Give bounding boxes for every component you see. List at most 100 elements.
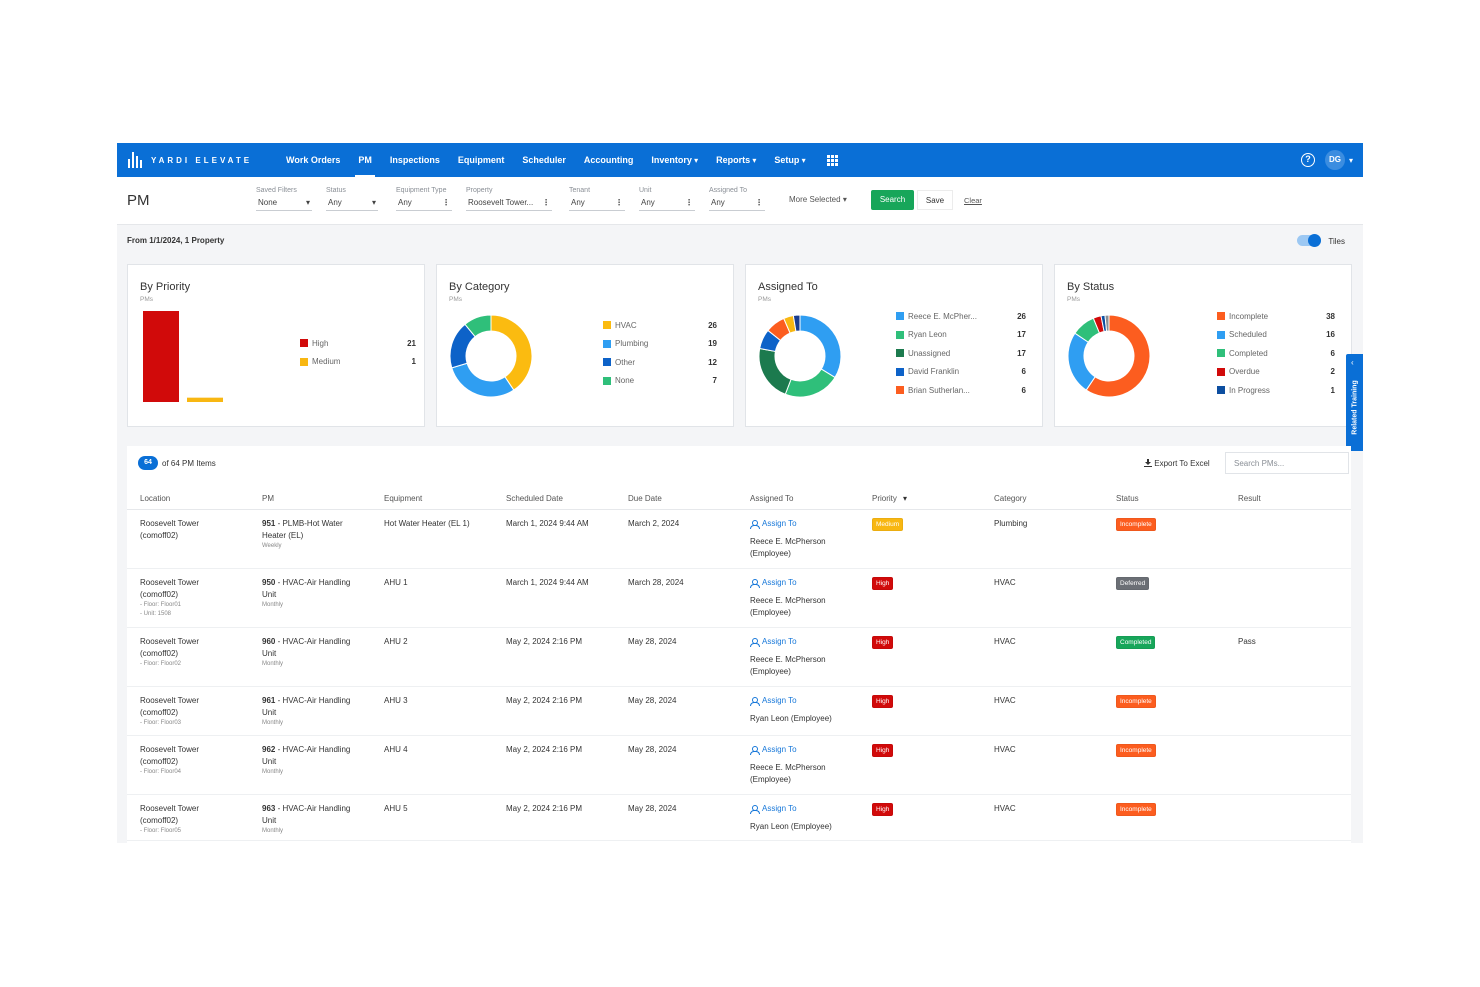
column-header-equipment[interactable]: Equipment (384, 494, 423, 503)
legend-item[interactable]: David Franklin 6 (896, 363, 1026, 382)
assign-to-link[interactable]: Assign To (750, 803, 832, 815)
brand-logo[interactable]: YARDI ELEVATE (127, 152, 277, 168)
table-row[interactable]: Roosevelt Tower (comoff02) - Floor: Floor0… (127, 736, 1351, 795)
nav-item-reports[interactable]: Reports (707, 143, 765, 177)
legend-item[interactable]: None 7 (603, 372, 717, 391)
filter-value[interactable]: Any ⋮ (569, 198, 625, 211)
bar-high[interactable] (143, 311, 179, 402)
search-pms-input[interactable]: Search PMs... (1225, 452, 1349, 474)
legend-item[interactable]: Ryan Leon 17 (896, 326, 1026, 345)
table-row[interactable]: Roosevelt Tower (comoff02) - Floor: Floor0… (127, 795, 1351, 841)
column-header-due-date[interactable]: Due Date (628, 494, 662, 503)
column-header-scheduled-date[interactable]: Scheduled Date (506, 494, 563, 503)
legend-swatch (1217, 349, 1225, 358)
nav-item-accounting[interactable]: Accounting (583, 155, 634, 165)
legend-item[interactable]: Overdue 2 (1217, 363, 1335, 382)
nav-item-pm[interactable]: PM (349, 143, 381, 177)
tile-assigned-to[interactable]: Assigned To PMs Reece E. McPher... 26 Ryan L… (745, 264, 1043, 427)
column-header-category[interactable]: Category (994, 494, 1027, 503)
assign-to-link[interactable]: Assign To (750, 636, 826, 648)
filter-status[interactable]: Status Any ▾ (326, 187, 378, 211)
table-row[interactable]: Roosevelt Tower (comoff02) - Floor: Floor0… (127, 687, 1351, 736)
assign-to-link[interactable]: Assign To (750, 518, 826, 530)
nav-item-scheduler[interactable]: Scheduler (522, 155, 566, 165)
donut-segment-unassigned[interactable] (758, 347, 792, 395)
app-grid-icon[interactable] (826, 154, 839, 166)
assignee-name: Reece E. McPherson (750, 537, 826, 546)
pm-cell[interactable]: 961 - HVAC-Air Handling Unit Monthly (262, 695, 377, 728)
table-row[interactable]: Roosevelt Tower (comoff02) - Floor: Floor0… (127, 569, 1351, 628)
donut-segment-other-1[interactable] (792, 314, 801, 332)
column-header-pm[interactable]: PM (262, 494, 274, 503)
tile-by-status[interactable]: By Status PMs Incomplete 38 Scheduled 16 Compl… (1054, 264, 1352, 427)
assign-to-link[interactable]: Assign To (750, 695, 832, 707)
legend-item[interactable]: Scheduled 16 (1217, 326, 1335, 345)
column-header-priority[interactable]: Priority (872, 494, 897, 503)
filter-property[interactable]: Property Roosevelt Tower... ⋮ (466, 187, 552, 211)
related-training-tab[interactable]: ‹ Related Training (1346, 354, 1363, 451)
pm-cell[interactable]: 950 - HVAC-Air Handling Unit Monthly (262, 577, 377, 610)
filter-value[interactable]: Any ⋮ (709, 198, 765, 211)
filter-tenant[interactable]: Tenant Any ⋮ (569, 187, 625, 211)
donut-segment-hvac[interactable] (490, 314, 533, 391)
filter-equipment-type[interactable]: Equipment Type Any ⋮ (396, 187, 452, 211)
filter-value[interactable]: Any ▾ (326, 198, 378, 211)
search-button[interactable]: Search (871, 190, 914, 210)
column-header-location[interactable]: Location (140, 494, 171, 503)
save-button[interactable]: Save (917, 190, 953, 210)
tile-by-priority[interactable]: By Priority PMs High 21 Medium 1 (127, 264, 425, 427)
donut-segment-reece-e-mcpher-[interactable] (799, 314, 842, 379)
donut-segment-other-0[interactable] (1104, 314, 1110, 332)
pm-number: 950 (262, 578, 276, 587)
filter-value[interactable]: None ▾ (256, 198, 312, 211)
tile-by-category[interactable]: By Category PMs HVAC 26 Plumbing 19 Other 12 Non… (436, 264, 734, 427)
legend-item[interactable]: Plumbing 19 (603, 335, 717, 354)
donut-segment-incomplete[interactable] (1085, 314, 1151, 398)
tiles-toggle[interactable] (1297, 234, 1321, 247)
legend-item[interactable]: Completed 6 (1217, 344, 1335, 363)
nav-item-inspections[interactable]: Inspections (389, 155, 440, 165)
filter-value[interactable]: Any ⋮ (396, 198, 452, 211)
filter-value[interactable]: Roosevelt Tower... ⋮ (466, 198, 552, 211)
filter-assigned-to[interactable]: Assigned To Any ⋮ (709, 187, 765, 211)
pm-number: 960 (262, 637, 276, 646)
legend-item[interactable]: Other 12 (603, 353, 717, 372)
legend-item[interactable]: HVAC 26 (603, 316, 717, 335)
legend-item[interactable]: Brian Sutherlan... 6 (896, 381, 1026, 400)
chevron-down-icon[interactable]: ▾ (1348, 155, 1353, 165)
donut-segment-none[interactable] (464, 314, 492, 338)
column-header-result[interactable]: Result (1238, 494, 1261, 503)
legend-item[interactable]: Unassigned 17 (896, 344, 1026, 363)
pm-cell[interactable]: 962 - HVAC-Air Handling Unit Monthly (262, 744, 377, 777)
table-row[interactable]: Roosevelt Tower (comoff02) 951 - PLMB-Hot … (127, 510, 1351, 569)
legend-item[interactable]: Medium 1 (300, 353, 416, 372)
user-avatar[interactable]: DG (1324, 150, 1345, 170)
filter-unit[interactable]: Unit Any ⋮ (639, 187, 695, 211)
assign-to-link[interactable]: Assign To (750, 744, 826, 756)
donut-segment-ryan-leon[interactable] (784, 368, 836, 398)
nav-item-equipment[interactable]: Equipment (457, 155, 505, 165)
legend-item[interactable]: Reece E. McPher... 26 (896, 307, 1026, 326)
pm-cell[interactable]: 960 - HVAC-Air Handling Unit Monthly (262, 636, 377, 669)
pm-cell[interactable]: 951 - PLMB-Hot Water Heater (EL) Weekly (262, 518, 377, 551)
legend-item[interactable]: High 21 (300, 334, 416, 353)
nav-item-inventory[interactable]: Inventory (642, 143, 707, 177)
more-selected-dropdown[interactable]: More Selected ▾ (789, 195, 847, 204)
export-to-excel-button[interactable]: Export To Excel (1144, 459, 1210, 468)
pm-cell[interactable]: 963 - HVAC-Air Handling Unit Monthly (262, 803, 377, 836)
donut-segment-plumbing[interactable] (451, 362, 515, 398)
bar-medium[interactable] (187, 397, 223, 402)
help-icon[interactable]: ? (1300, 153, 1315, 167)
donut-segment-scheduled[interactable] (1067, 332, 1096, 391)
clear-link[interactable]: Clear (964, 196, 982, 205)
legend-item[interactable]: Incomplete 38 (1217, 307, 1335, 326)
legend-item[interactable]: In Progress 1 (1217, 381, 1335, 400)
table-row[interactable]: Roosevelt Tower (comoff02) - Floor: Floor0… (127, 628, 1351, 687)
filter-saved-filters[interactable]: Saved Filters None ▾ (256, 187, 312, 211)
nav-item-setup[interactable]: Setup (765, 143, 814, 177)
column-header-assigned-to[interactable]: Assigned To (750, 494, 794, 503)
nav-item-work-orders[interactable]: Work Orders (286, 155, 341, 165)
filter-value[interactable]: Any ⋮ (639, 198, 695, 211)
column-header-status[interactable]: Status (1116, 494, 1139, 503)
assign-to-link[interactable]: Assign To (750, 577, 826, 589)
